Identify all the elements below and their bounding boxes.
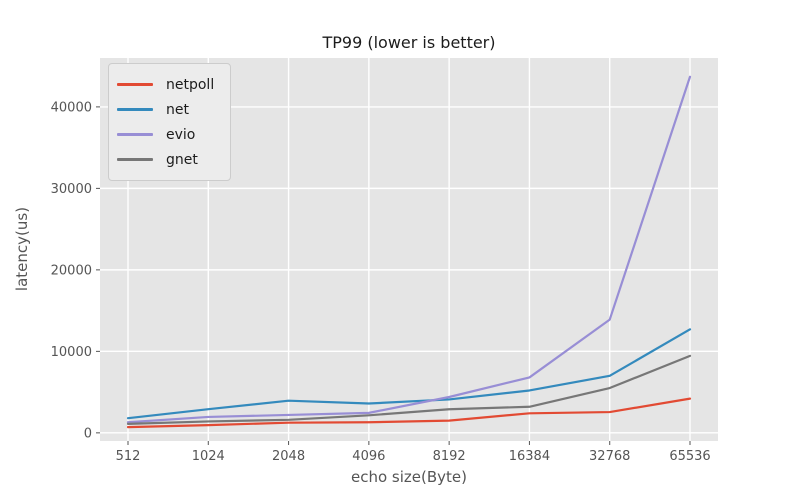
x-axis-label: echo size(Byte) (351, 468, 467, 486)
legend-label-gnet: gnet (166, 151, 198, 168)
axis-ticks: 512 1024 2048 4096 8192 16384 32768 65536 0 10000… (51, 100, 711, 464)
x-tick-label: 4096 (352, 449, 385, 464)
y-tick-label: 20000 (51, 263, 92, 278)
y-tick-label: 10000 (51, 345, 92, 360)
legend-item-netpoll: netpoll (117, 72, 214, 97)
series-line-gnet (126, 354, 692, 425)
x-tick-label: 16384 (509, 449, 550, 464)
legend: netpoll net evio gnet (108, 63, 232, 181)
series-line-netpoll (126, 397, 692, 429)
legend-swatch-net (117, 108, 153, 111)
legend-swatch-evio (117, 133, 153, 136)
x-tick-label: 8192 (433, 449, 466, 464)
legend-item-evio: evio (117, 122, 214, 147)
series-line-net (126, 328, 692, 420)
chart-title: TP99 (lower is better) (322, 33, 496, 52)
y-tick-label: 40000 (51, 100, 92, 115)
x-tick-label: 32768 (589, 449, 630, 464)
legend-swatch-gnet (117, 158, 153, 161)
x-tick-label: 65536 (669, 449, 710, 464)
legend-label-netpoll: netpoll (166, 76, 215, 93)
legend-label-evio: evio (166, 126, 196, 143)
y-tick-label: 0 (84, 426, 92, 441)
x-tick-label: 1024 (192, 449, 225, 464)
legend-swatch-netpoll (117, 83, 153, 86)
y-axis-label: latency(us) (13, 206, 31, 292)
x-tick-label: 2048 (272, 449, 305, 464)
series-line-evio (126, 75, 692, 424)
legend-item-gnet: gnet (117, 147, 214, 172)
gridlines (100, 58, 718, 441)
legend-label-net: net (166, 101, 189, 118)
y-tick-label: 30000 (51, 182, 92, 197)
legend-item-net: net (117, 97, 214, 122)
x-tick-label: 512 (116, 449, 141, 464)
